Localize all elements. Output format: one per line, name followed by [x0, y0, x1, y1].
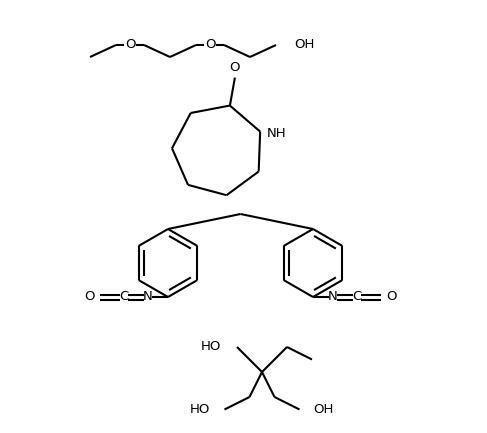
Text: OH: OH: [314, 403, 334, 416]
Text: OH: OH: [294, 39, 315, 52]
Text: N: N: [143, 291, 153, 304]
Text: NH: NH: [266, 127, 286, 140]
Text: N: N: [328, 291, 338, 304]
Text: O: O: [85, 291, 95, 304]
Text: HO: HO: [190, 403, 210, 416]
Text: O: O: [230, 61, 240, 74]
Text: C: C: [119, 291, 129, 304]
Text: O: O: [125, 39, 135, 52]
Text: C: C: [353, 291, 362, 304]
Text: O: O: [205, 39, 215, 52]
Text: HO: HO: [201, 340, 221, 353]
Text: O: O: [386, 291, 396, 304]
